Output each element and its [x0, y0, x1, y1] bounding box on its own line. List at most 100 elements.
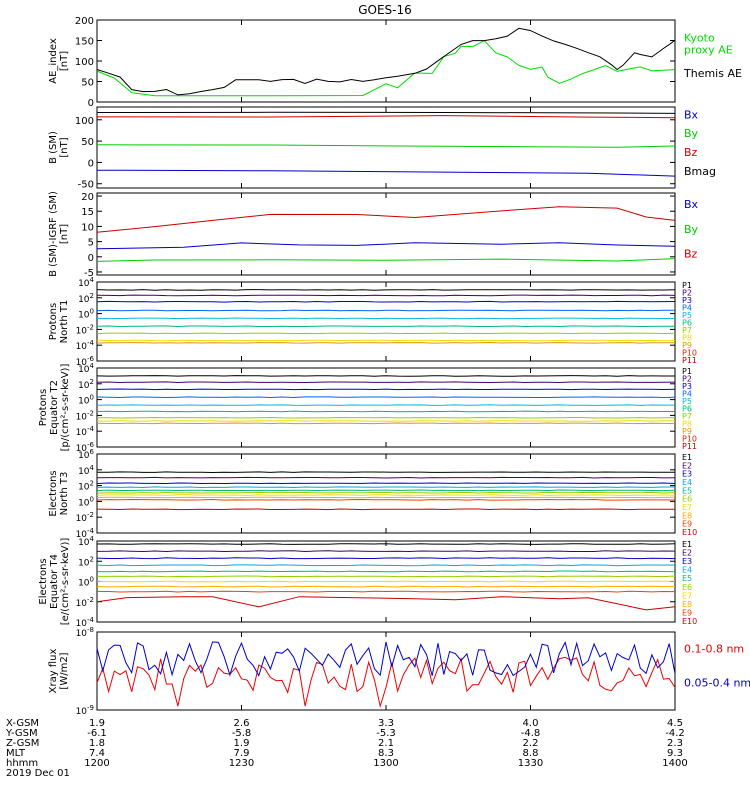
series-line	[97, 471, 675, 474]
series-label: P9	[682, 341, 692, 350]
y-axis-label: Xray flux[W/m2]	[48, 649, 70, 694]
y-axis-label: ProtonsNorth T1	[48, 300, 70, 344]
footer-value: 1230	[229, 758, 254, 769]
series-label: P1	[682, 281, 692, 290]
tick-label: 102	[78, 292, 94, 305]
tick-label: 150	[75, 37, 94, 48]
y-axis-label: B (SM)-IGRF (SM)[nT]	[48, 191, 70, 277]
series-label: P11	[682, 442, 697, 451]
tick-label: 102	[78, 378, 94, 391]
tick-label: 102	[78, 555, 94, 568]
series-line	[96, 564, 676, 567]
footer-value: -6.1	[87, 728, 107, 739]
series-line	[96, 169, 676, 177]
footer-value: -5.3	[376, 728, 396, 739]
tick-label: 100	[78, 308, 94, 321]
series-label: P6	[682, 319, 692, 328]
y-axis-label: ElectronsNorth T3	[48, 470, 70, 516]
series-label: E7	[682, 591, 692, 600]
series-line	[97, 420, 676, 422]
y-axis-label: AE_index[nT]	[48, 38, 70, 84]
series-label: P4	[682, 390, 692, 399]
series-label: Bx	[684, 198, 699, 211]
series-line	[96, 498, 676, 501]
series-label: P9	[682, 427, 692, 436]
tick-label: 10-2	[76, 596, 94, 609]
series-label: P8	[682, 334, 692, 343]
series-label: P5	[682, 397, 692, 406]
panel-ae: 0 50 100 150 200 AE_index[nT] Kyoto proxy AE The…	[48, 16, 742, 109]
series-label: E8	[682, 511, 692, 520]
footer-row-label: X-GSM	[6, 718, 39, 729]
series-label: E4	[682, 566, 692, 575]
panel-frame	[96, 367, 676, 448]
series-label: E5	[682, 574, 692, 583]
tick-label: 104	[78, 464, 94, 477]
series-label: E10	[682, 617, 697, 626]
series-line	[96, 309, 675, 312]
series-line	[96, 489, 676, 492]
tick-label: 100	[75, 57, 94, 68]
footer-value: 2.2	[523, 738, 539, 749]
footer-value: 7.9	[234, 748, 250, 759]
date-label: 2019 Dec 01	[6, 768, 70, 779]
series-line	[96, 294, 676, 297]
series-label: P8	[682, 420, 692, 429]
series-line	[96, 111, 676, 114]
series-line	[96, 557, 676, 560]
series-line	[96, 339, 676, 342]
series-label: P5	[682, 311, 692, 320]
tick-label: 20	[81, 192, 94, 203]
series-label: By	[684, 223, 699, 236]
series-label: Bz	[684, 248, 698, 261]
footer-value: 1.8	[89, 738, 105, 749]
series-line	[96, 596, 676, 611]
series-label: P10	[682, 349, 697, 358]
series-label: Kyoto proxy AE	[684, 31, 733, 56]
series-label: P10	[682, 435, 697, 444]
y-axis-label: B (SM)[nT]	[48, 131, 70, 164]
series-line	[96, 27, 676, 96]
series-line	[96, 580, 675, 583]
position-footer: X-GSMY-GSMZ-GSMMLThhmm1.9-6.11.87.412002…	[5, 718, 688, 779]
footer-value: 1.9	[89, 718, 105, 729]
tick-label: 100	[78, 576, 94, 589]
series-label: Bz	[684, 146, 698, 159]
tick-label: 5	[88, 238, 94, 249]
series-label: Bx	[684, 108, 699, 121]
tick-label: 100	[78, 394, 94, 407]
series-label: E1	[682, 540, 692, 549]
series-label: Bmag	[684, 165, 716, 178]
series-label: P4	[682, 304, 692, 313]
tick-label: 10-2	[76, 511, 94, 524]
series-line	[96, 550, 676, 553]
tick-label: 0	[88, 158, 94, 169]
series-line	[96, 396, 676, 399]
footer-value: 1400	[662, 758, 687, 769]
series-label: E9	[682, 608, 692, 617]
series-line	[96, 482, 676, 485]
series-line	[96, 381, 676, 384]
series-label: E2	[682, 461, 692, 470]
tick-label: 10-4	[76, 339, 95, 352]
series-label: P7	[682, 326, 692, 335]
series-line	[96, 585, 675, 588]
series-label: E8	[682, 600, 692, 609]
tick-label: 100	[75, 116, 94, 127]
tick-label: 10-9	[76, 704, 94, 717]
panel-frame	[96, 453, 676, 534]
series-label: P1	[682, 367, 692, 376]
series-line	[96, 388, 676, 391]
series-label: P7	[682, 412, 692, 421]
series-line	[96, 341, 675, 344]
footer-value: 1300	[373, 758, 398, 769]
series-line	[96, 494, 676, 496]
series-label: Themis AE	[683, 67, 742, 80]
chart-title: GOES-16	[358, 3, 412, 17]
series-label: E3	[682, 557, 692, 566]
series-line	[96, 476, 676, 479]
